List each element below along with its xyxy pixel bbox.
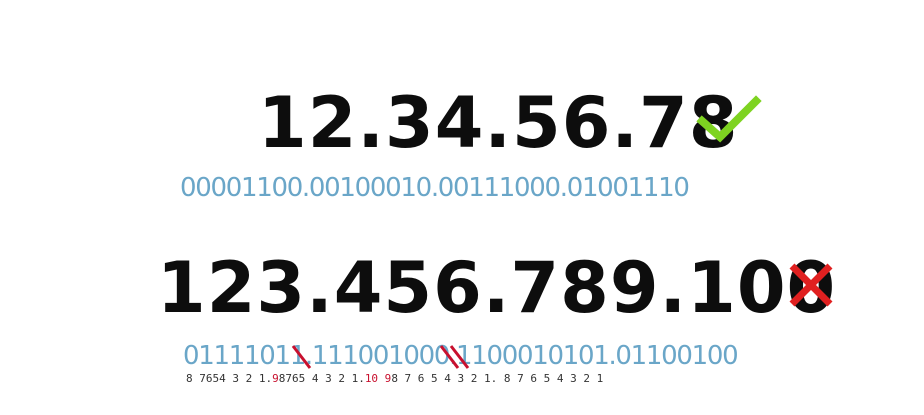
bit-labels-octet3-overflow: 10 9 xyxy=(364,372,392,385)
bit-labels-octet3: 8 7 6 5 4 3 2 1. xyxy=(391,372,498,385)
invalid-ip-address: 123.456.789.100 xyxy=(157,247,837,329)
bit-labels-octet1: 8 7654 3 2 1. xyxy=(186,372,273,385)
valid-ip-address: 12.34.56.78 xyxy=(258,82,739,164)
invalid-ip-binary: 01111011.111001000.1100010101.01100100 xyxy=(183,341,739,371)
bit-labels-octet4: 8 7 6 5 4 3 2 1 xyxy=(503,372,604,385)
bit-labels-octet2: 8765 4 3 2 1. xyxy=(278,372,365,385)
overflow-strike-mark xyxy=(291,345,312,369)
check-icon xyxy=(696,95,762,143)
overflow-strike-mark xyxy=(439,345,470,369)
bit-position-labels: 8 7654 3 2 1.98765 4 3 2 1.10 98 7 6 5 4… xyxy=(186,372,603,386)
cross-icon xyxy=(789,263,833,307)
bit-labels-octet2-overflow: 9 xyxy=(272,372,279,385)
valid-ip-binary: 00001100.00100010.00111000.01001110 xyxy=(180,173,690,203)
